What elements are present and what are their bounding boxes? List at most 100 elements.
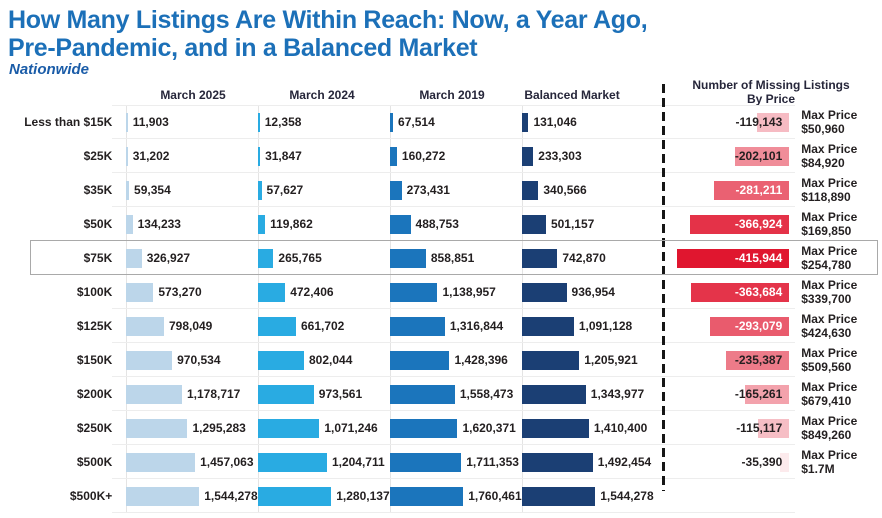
max-price-value: $339,700 xyxy=(801,292,852,306)
page-title: How Many Listings Are Within Reach: Now,… xyxy=(8,6,848,62)
listing-count: 67,514 xyxy=(398,115,435,129)
column-gridline xyxy=(390,105,391,513)
missing-count: -235,387 xyxy=(734,352,783,367)
listing-bar xyxy=(126,214,133,234)
listing-count: 119,862 xyxy=(270,217,313,231)
column-header-march-2024: March 2024 xyxy=(289,88,355,102)
listing-bar xyxy=(390,486,464,506)
listing-count: 1,295,283 xyxy=(192,421,246,435)
missing-bar xyxy=(677,248,790,268)
listing-bar-cell: 742,870 xyxy=(512,248,644,268)
table-row: $125K 798,049 661,702 1,316,844 1,091,128 -29… xyxy=(0,309,882,343)
listing-count: 573,270 xyxy=(158,285,202,299)
missing-listings-cell: -366,924 xyxy=(644,214,790,234)
listing-bar xyxy=(390,316,445,336)
page-title-line2: Pre-Pandemic, and in a Balanced Market xyxy=(8,34,478,62)
missing-count: -119,143 xyxy=(735,114,783,129)
listing-bar-cell: 160,272 xyxy=(380,146,512,166)
listing-bar-cell: 573,270 xyxy=(116,282,248,302)
listing-bar-cell: 501,157 xyxy=(512,214,644,234)
price-bracket-label: $125K xyxy=(76,319,113,333)
listing-count: 661,702 xyxy=(300,319,345,333)
listing-bar-cell: 1,343,977 xyxy=(512,384,645,404)
listing-bar xyxy=(390,418,458,438)
listing-count: 1,343,977 xyxy=(590,387,645,401)
missing-listings-cell: -281,211 xyxy=(644,180,790,200)
listing-bar-cell: 936,954 xyxy=(512,282,644,302)
listing-bar xyxy=(522,384,586,404)
column-header-balanced-market: Balanced Market xyxy=(524,88,620,102)
listing-bar-cell: 1,544,278 xyxy=(512,486,654,506)
listing-bar-cell: 134,233 xyxy=(116,214,248,234)
listing-bar-cell: 11,903 xyxy=(116,112,248,132)
missing-listings-cell: -165,261 xyxy=(644,384,790,404)
listing-count: 936,954 xyxy=(571,285,615,299)
listing-bar xyxy=(258,248,274,268)
listing-bar-cell: 233,303 xyxy=(512,146,644,166)
listing-bar xyxy=(522,180,539,200)
missing-bar xyxy=(691,282,790,302)
listing-bar xyxy=(126,248,142,268)
listing-bar-cell: 970,534 xyxy=(116,350,248,370)
missing-listings-cell xyxy=(644,487,789,506)
listing-bar-cell: 1,558,473 xyxy=(380,384,513,404)
max-price-value: $84,920 xyxy=(801,156,845,170)
max-price-value: $1.7M xyxy=(801,462,835,476)
listing-bar-cell: 1,457,063 xyxy=(116,452,254,472)
listing-bar xyxy=(258,418,320,438)
listing-bar-cell: 1,544,278 xyxy=(116,486,258,506)
price-bracket-label: $250K xyxy=(76,421,113,435)
table-row: $200K 1,178,717 973,561 1,558,473 1,343,977 -… xyxy=(0,377,882,411)
max-price-value: $118,890 xyxy=(801,190,851,204)
price-bracket-label: $150K xyxy=(76,353,113,367)
listing-bar xyxy=(126,418,188,438)
max-price-label: Max Price xyxy=(801,346,858,360)
listing-bar xyxy=(522,452,593,472)
listing-count: 802,044 xyxy=(308,353,353,367)
listing-count: 1,071,246 xyxy=(324,421,378,435)
missing-listings-cell: -363,684 xyxy=(644,282,790,302)
listing-bar-cell: 472,406 xyxy=(248,282,380,302)
listing-count: 57,627 xyxy=(266,183,304,197)
listing-count: 1,760,461 xyxy=(468,489,522,503)
max-price-label: Max Price xyxy=(801,278,858,292)
listing-count: 1,428,396 xyxy=(454,353,508,367)
missing-count: -366,924 xyxy=(734,216,783,231)
missing-count: -35,390 xyxy=(741,454,783,469)
missing-bar xyxy=(758,418,790,438)
listing-count: 1,204,711 xyxy=(331,455,385,469)
listing-bar xyxy=(258,486,332,506)
max-price-cell: Max Price $339,700 xyxy=(801,278,882,306)
max-price-label: Max Price xyxy=(801,244,858,258)
listing-bar xyxy=(390,248,426,268)
missing-count: -115,117 xyxy=(736,420,783,435)
max-price-label: Max Price xyxy=(801,210,858,224)
listing-bar xyxy=(522,418,589,438)
listing-bar-cell: 59,354 xyxy=(116,180,248,200)
listing-count: 973,561 xyxy=(318,387,363,401)
listing-count: 1,620,371 xyxy=(462,421,516,435)
listing-bar-cell: 1,205,921 xyxy=(512,350,644,370)
listing-count: 1,091,128 xyxy=(578,319,633,333)
listing-count: 1,280,137 xyxy=(336,489,390,503)
max-price-cell: Max Price $118,890 xyxy=(801,176,882,204)
max-price-cell: Max Price $169,850 xyxy=(801,210,882,238)
listing-bar-cell: 1,428,396 xyxy=(380,350,512,370)
listing-count: 1,544,278 xyxy=(204,489,258,503)
listing-bar xyxy=(126,146,128,166)
listing-bar xyxy=(126,452,196,472)
listing-bar-cell: 1,711,353 xyxy=(380,452,519,472)
listing-bar xyxy=(390,180,402,200)
column-gridline xyxy=(258,105,259,513)
listing-bar-cell: 1,620,371 xyxy=(380,418,516,438)
listing-bar-cell: 858,851 xyxy=(380,248,512,268)
listing-count: 1,492,454 xyxy=(597,455,652,469)
page-subtitle: Nationwide xyxy=(9,61,90,78)
max-price-cell: Max Price $84,920 xyxy=(801,142,882,170)
listing-bar xyxy=(258,112,260,132)
listing-bar xyxy=(258,282,286,302)
listing-bar-cell: 802,044 xyxy=(248,350,380,370)
listing-bar-cell: 1,204,711 xyxy=(248,452,385,472)
max-price-label: Max Price xyxy=(801,312,858,326)
